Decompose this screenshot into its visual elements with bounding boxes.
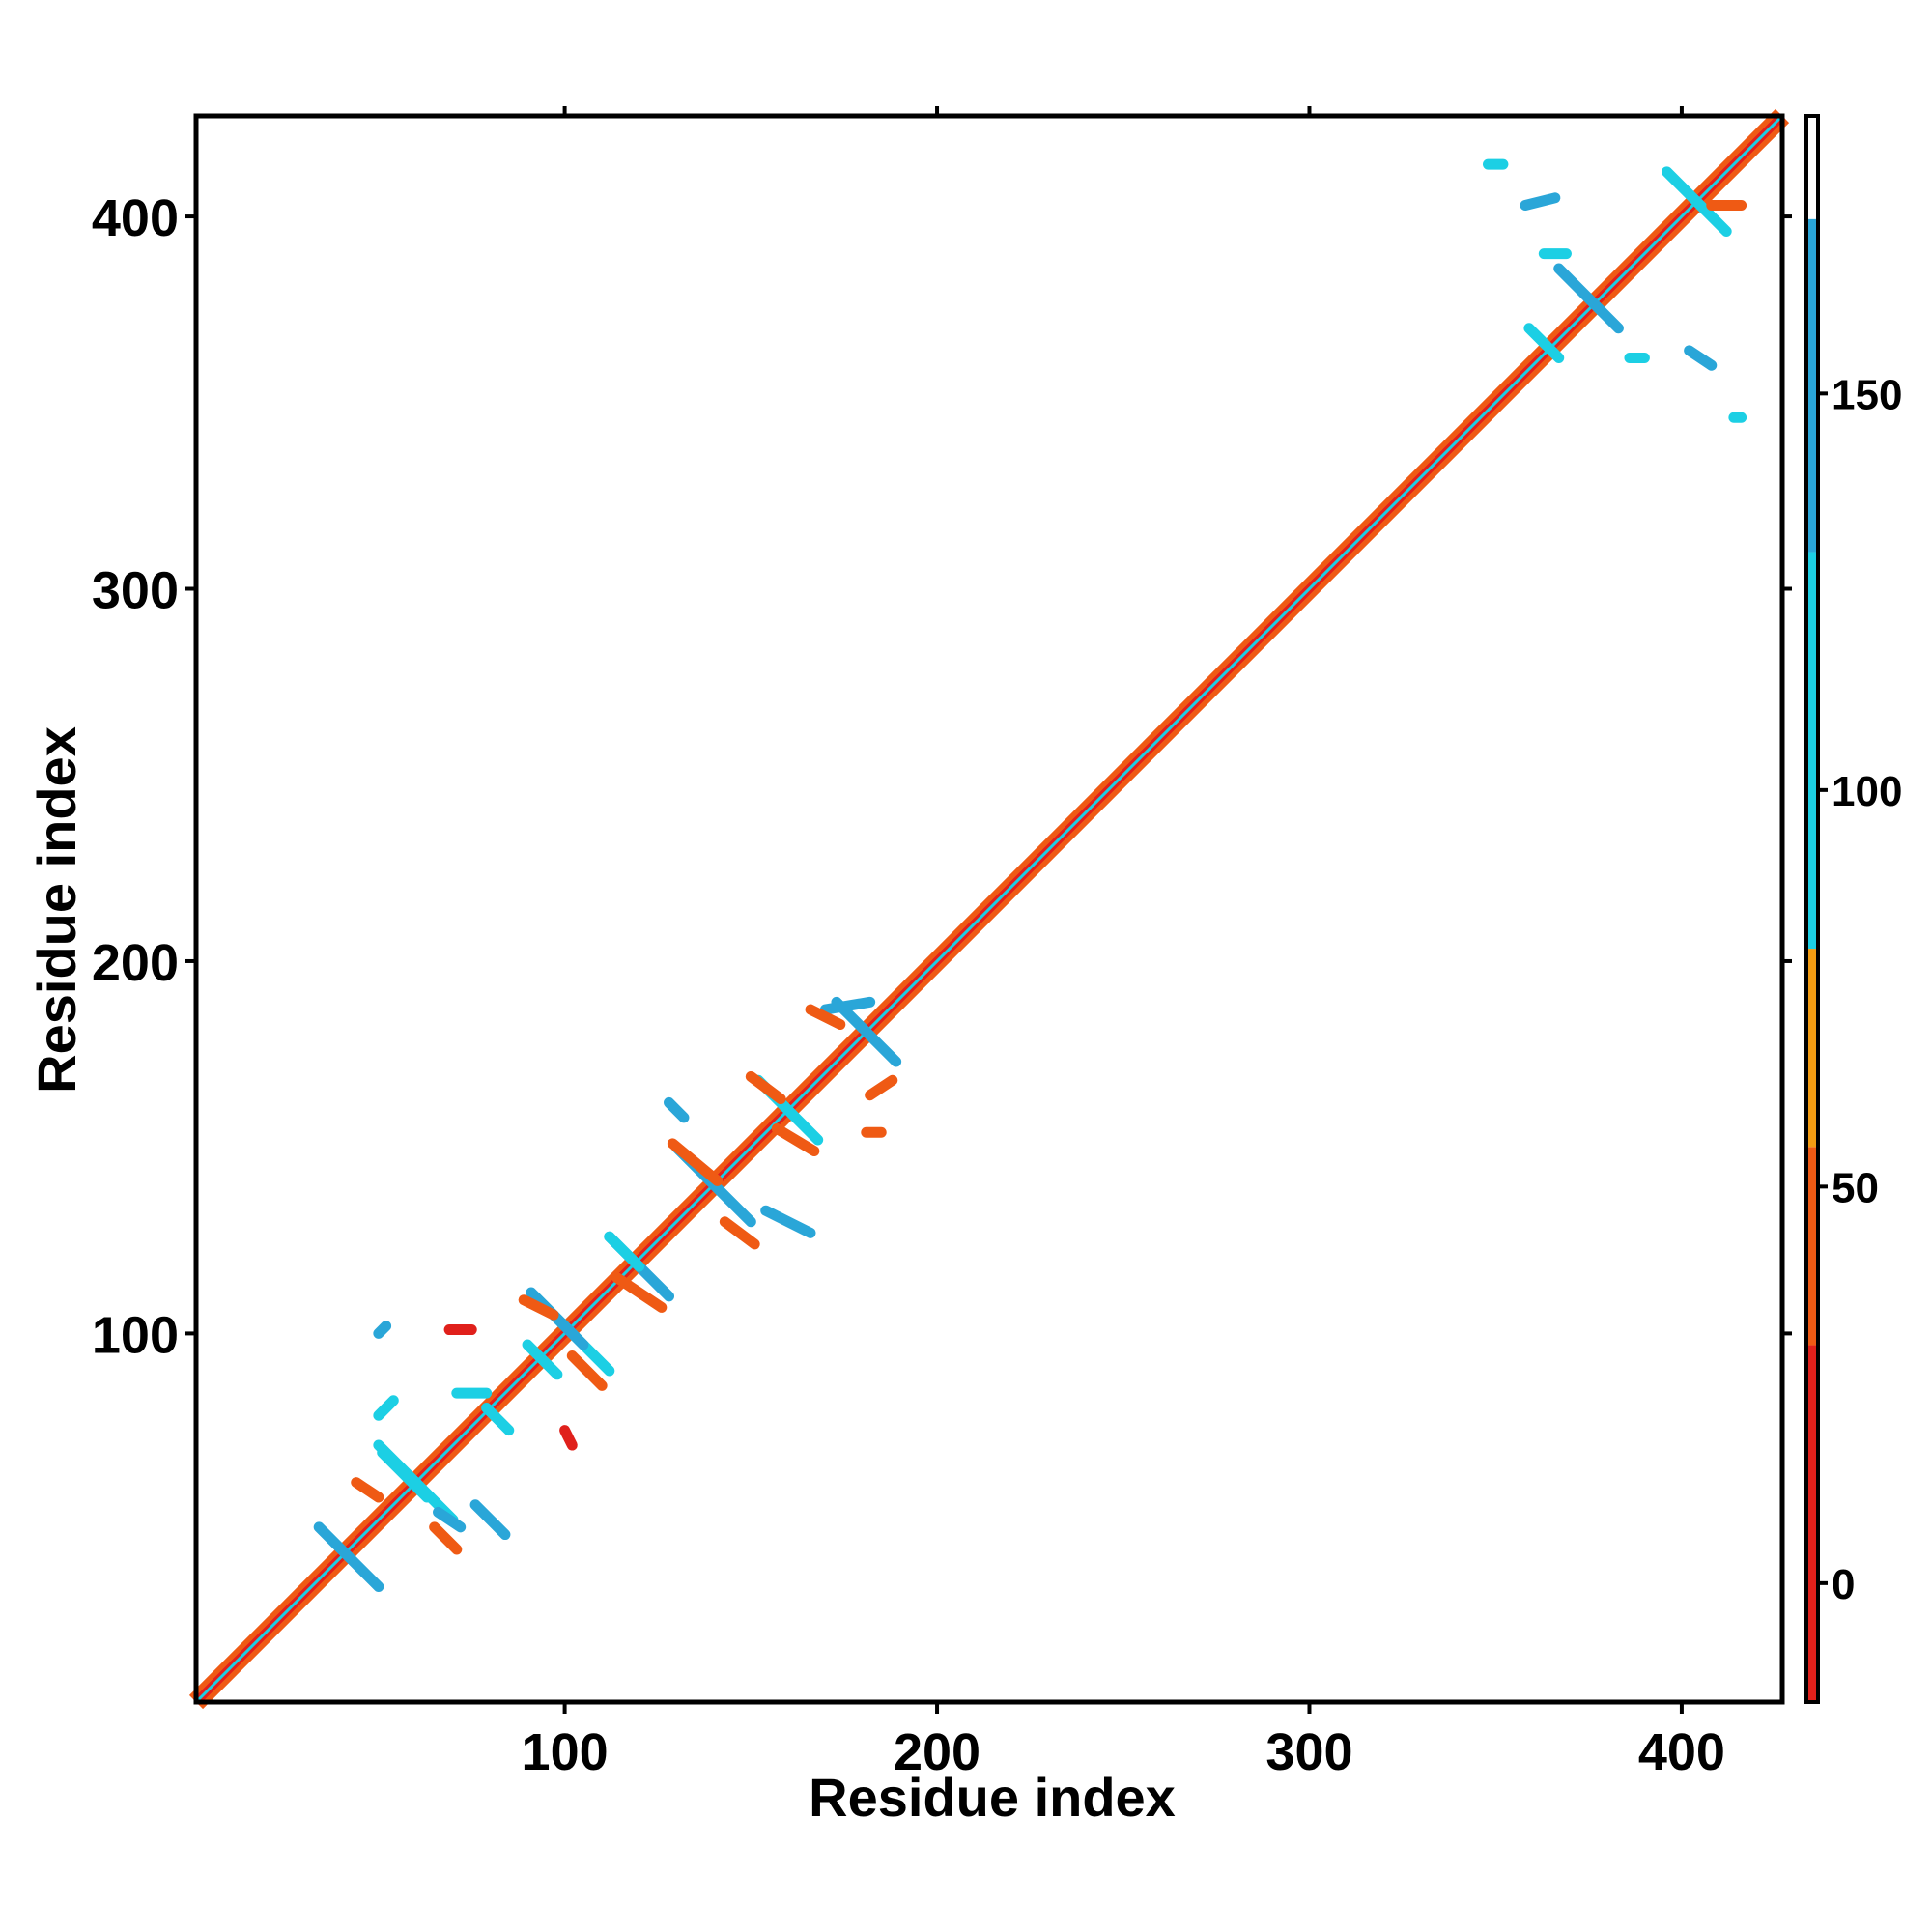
- contact-patch-16: [518, 1294, 559, 1321]
- contact-patch-38: [1520, 192, 1561, 212]
- colorbar-band-4: [1806, 218, 1818, 553]
- colorbar-tick-label-1: 50: [1832, 1164, 1879, 1211]
- y-tick-label-0: 100: [92, 1306, 179, 1364]
- contact-patch-7: [469, 1499, 511, 1541]
- diagonal-band-core: [194, 114, 1784, 1704]
- contact-patch-23: [719, 1216, 760, 1250]
- colorbar-border: [1804, 114, 1820, 1704]
- y-axis-title: Residue index: [26, 726, 87, 1094]
- colorbar-band-3: [1806, 552, 1818, 950]
- contact-patch-36: [1662, 166, 1732, 237]
- contact-patch-0: [313, 1521, 384, 1593]
- contact-patch-40: [1684, 345, 1718, 371]
- colorbar: 0 50 100 150: [1804, 114, 1902, 1704]
- colorbar-band-5: [1806, 116, 1818, 219]
- plot-frame: [193, 113, 1785, 1705]
- colorbar-band-2: [1806, 949, 1818, 1148]
- contact-patch-8: [433, 1506, 467, 1533]
- contact-patch-9: [429, 1521, 463, 1555]
- y-tick-label-1: 200: [92, 934, 179, 992]
- colorbar-tick-label-3: 150: [1832, 371, 1902, 418]
- plot-border: [193, 113, 1785, 1705]
- contact-patch-15: [566, 1350, 608, 1391]
- x-axis-ticks: 100 200 300 400: [522, 106, 1725, 1781]
- contact-patch-27: [771, 1122, 820, 1157]
- contact-patch-34: [1553, 263, 1624, 334]
- contact-patch-17: [559, 1425, 578, 1451]
- y-tick-label-2: 300: [92, 562, 179, 620]
- colorbar-band-0: [1806, 1345, 1818, 1702]
- contact-patch-35: [1523, 323, 1565, 364]
- contact-patch-28: [760, 1205, 816, 1238]
- contact-patch-6: [481, 1402, 515, 1436]
- contact-patch-19: [604, 1231, 645, 1272]
- contact-patch-3: [373, 1395, 399, 1421]
- colorbar-tick-label-0: 0: [1832, 1561, 1855, 1608]
- contact-map-plot-area: [188, 108, 1790, 1710]
- colorbar-tick-label-2: 100: [1832, 768, 1902, 815]
- x-tick-label-1: 200: [894, 1723, 980, 1781]
- contact-patch-4: [373, 1321, 392, 1339]
- contact-patch-10: [351, 1477, 384, 1503]
- colorbar-band-1: [1806, 1147, 1818, 1346]
- y-tick-label-3: 400: [92, 189, 179, 247]
- contact-patch-31: [805, 1004, 846, 1030]
- x-tick-label-0: 100: [522, 1723, 609, 1781]
- x-axis-title: Residue index: [809, 1767, 1176, 1828]
- y-axis-ticks: 100 200 300 400: [92, 189, 1792, 1364]
- x-tick-label-2: 300: [1265, 1723, 1352, 1781]
- contact-patch-24: [664, 1096, 690, 1123]
- x-tick-label-3: 400: [1638, 1723, 1725, 1781]
- contact-patch-30: [819, 996, 876, 1015]
- contact-patch-20: [611, 1272, 668, 1313]
- contact-patch-32: [865, 1074, 898, 1101]
- contact-patch-22: [667, 1138, 724, 1186]
- contact-patch-2: [377, 1447, 433, 1503]
- contact-patch-14: [522, 1339, 563, 1380]
- contact-patch-29: [831, 996, 902, 1067]
- contact-patch-26: [745, 1070, 786, 1105]
